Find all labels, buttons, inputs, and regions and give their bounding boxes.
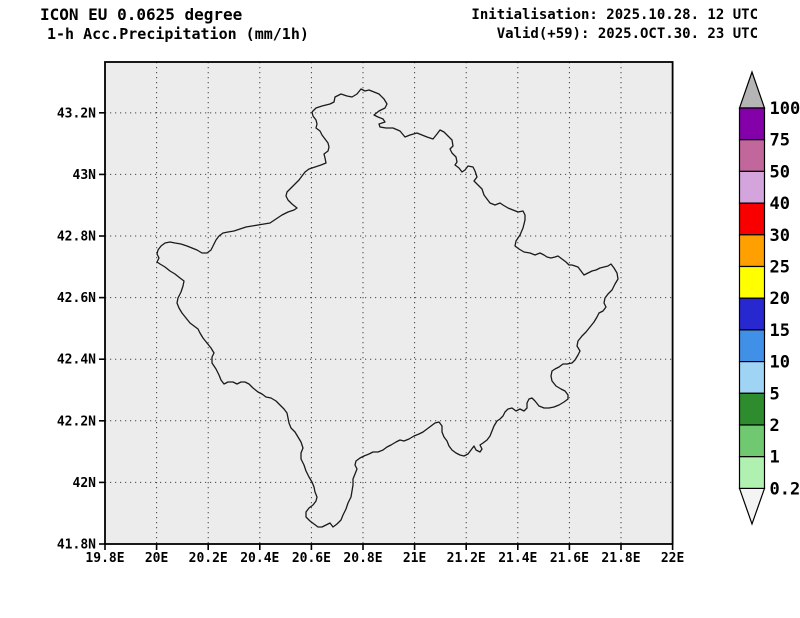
parameter-title: 1-h Acc.Precipitation (mm/1h) — [47, 25, 309, 43]
kosovo-border-outline — [156, 88, 619, 528]
lon-tick-label: 21.4E — [498, 551, 537, 566]
colorbar-segment — [738, 424, 766, 458]
colorbar-segment — [738, 170, 766, 204]
colorbar-segment — [738, 392, 766, 426]
lat-tick-label: 43.2N — [57, 106, 96, 121]
colorbar-level-label: 20 — [770, 289, 790, 309]
colorbar-segment — [738, 107, 766, 141]
colorbar-level-label: 50 — [770, 162, 790, 182]
colorbar-segment — [738, 297, 766, 331]
colorbar-level-label: 10 — [770, 353, 790, 373]
colorbar-level-label: 30 — [770, 226, 790, 246]
colorbar-level-label: 5 — [770, 384, 780, 404]
map-panel — [105, 62, 673, 544]
lon-tick-label: 21.6E — [550, 551, 589, 566]
lat-tick-label: 42.2N — [57, 414, 96, 429]
lat-tick-label: 42.4N — [57, 353, 96, 368]
colorbar-segment — [738, 265, 766, 299]
colorbar-level-label: 2 — [770, 416, 780, 436]
initialisation-time: Initialisation: 2025.10.28. 12 UTC — [471, 7, 758, 23]
lon-tick-label: 21E — [403, 551, 426, 566]
colorbar-segment — [738, 139, 766, 172]
valid-time: Valid(+59): 2025.OCT.30. 23 UTC — [496, 26, 758, 42]
lon-tick-label: 21.2E — [447, 551, 486, 566]
colorbar-segment — [738, 202, 766, 236]
lon-tick-label: 22E — [661, 551, 684, 566]
lon-tick-label: 20.8E — [343, 551, 382, 566]
colorbar-level-label: 25 — [770, 258, 790, 278]
colorbar-over-arrow-icon — [738, 70, 766, 109]
lon-tick-label: 19.8E — [85, 551, 124, 566]
lon-tick-label: 20E — [145, 551, 168, 566]
colorbar-segment — [738, 361, 766, 394]
model-title: ICON EU 0.0625 degree — [40, 5, 243, 24]
lat-tick-label: 41.8N — [57, 538, 96, 553]
colorbar-level-label: 15 — [770, 321, 790, 341]
colorbar-under-arrow-icon — [738, 487, 766, 526]
colorbar-segment — [738, 234, 766, 268]
lon-tick-label: 20.4E — [240, 551, 279, 566]
lon-tick-label: 20.2E — [189, 551, 228, 566]
colorbar-level-label: 0.2 — [770, 479, 800, 499]
colorbar-level-label: 1 — [770, 448, 780, 468]
lat-tick-label: 42.6N — [57, 291, 96, 306]
lat-tick-label: 42N — [73, 476, 97, 491]
colorbar-segment — [738, 456, 766, 490]
colorbar-segment — [738, 329, 766, 363]
colorbar-level-label: 40 — [770, 194, 790, 214]
plot-frame — [104, 61, 674, 545]
colorbar-level-label: 75 — [770, 131, 790, 151]
lat-tick-label: 42.8N — [57, 230, 96, 245]
lon-tick-label: 21.8E — [601, 551, 640, 566]
lon-tick-label: 20.6E — [292, 551, 331, 566]
colorbar-level-label: 100 — [770, 99, 800, 119]
lat-tick-label: 43N — [73, 168, 97, 183]
